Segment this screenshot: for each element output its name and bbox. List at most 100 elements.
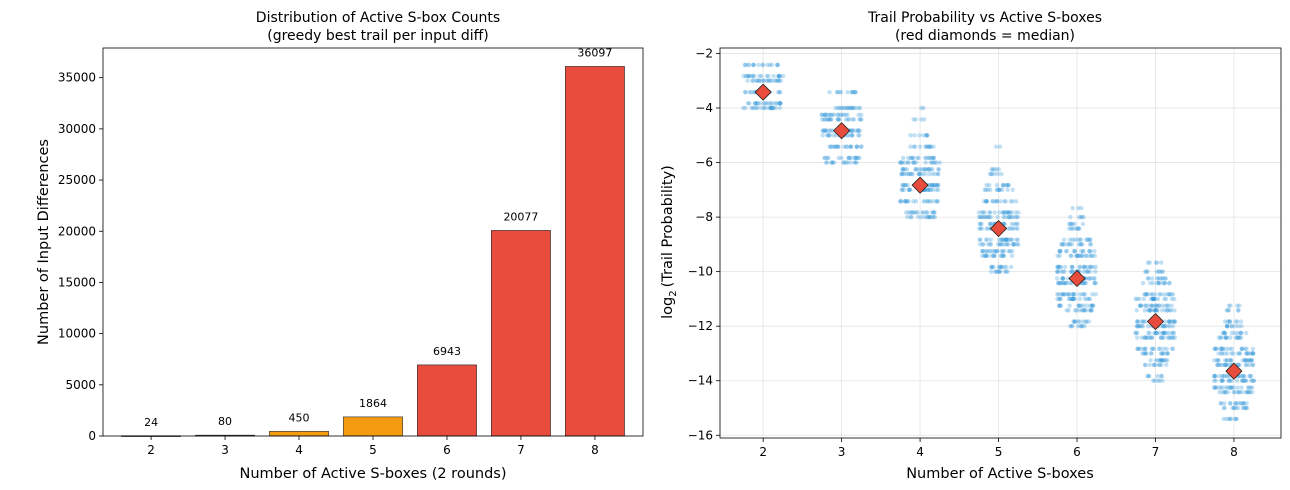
trail-point-6 [1079,323,1084,329]
trail-point-5 [987,171,993,177]
trail-point-7 [1161,323,1166,329]
trail-point-8 [1222,330,1227,336]
trail-point-5 [979,210,985,215]
trail-point-6 [1056,296,1062,302]
trail-point-6 [1086,296,1092,302]
trail-point-6 [1055,292,1060,297]
trail-point-5 [985,187,991,193]
trail-point-7 [1160,358,1165,363]
trail-point-8 [1220,346,1225,352]
trail-point-7 [1161,323,1166,329]
trail-point-2 [769,78,774,83]
trail-point-6 [1070,205,1075,211]
bar-value-label-4: 450 [289,411,310,424]
trail-point-5 [997,187,1002,193]
trail-point-4 [931,155,937,161]
trail-point-6 [1081,280,1087,286]
trail-point-2 [770,105,775,111]
trail-point-5 [995,171,1001,177]
trail-point-7 [1135,296,1140,302]
trail-point-3 [826,133,832,138]
trail-point-4 [929,210,934,215]
trail-point-7 [1134,308,1139,313]
trail-point-6 [1066,242,1071,247]
trail-point-6 [1058,248,1063,254]
trail-point-6 [1072,292,1077,297]
trail-point-2 [778,101,783,106]
trail-point-4 [936,171,941,177]
trail-point-6 [1069,226,1074,231]
left-chart-subtitle: (greedy best trail per input diff) [267,28,488,44]
trail-point-2 [744,73,749,79]
trail-point-6 [1074,253,1080,259]
trail-point-8 [1244,389,1249,395]
trail-point-6 [1082,308,1088,313]
trail-point-7 [1169,303,1174,308]
trail-point-7 [1172,319,1178,324]
trail-point-7 [1153,292,1158,297]
trail-point-4 [921,133,926,138]
trail-point-8 [1225,319,1230,324]
trail-point-7 [1146,330,1151,336]
trail-point-7 [1157,292,1162,297]
trail-point-4 [908,155,914,161]
trail-point-3 [838,112,844,118]
trail-point-3 [831,133,836,138]
trail-point-5 [990,253,995,259]
median-diamond-2 [754,83,772,101]
trail-point-5 [1005,269,1010,274]
trail-point-8 [1236,308,1241,313]
trail-point-8 [1216,362,1221,368]
trail-point-3 [859,117,864,122]
trail-point-3 [824,133,830,138]
trail-point-3 [833,105,838,111]
trail-point-5 [999,242,1004,247]
trail-point-7 [1162,323,1168,329]
trail-point-3 [841,144,847,149]
trail-point-5 [1001,182,1007,188]
trail-point-2 [754,78,760,83]
trail-point-7 [1149,303,1154,308]
trail-point-7 [1158,358,1163,363]
trail-point-5 [977,221,982,227]
trail-point-6 [1069,269,1074,274]
trail-point-3 [841,160,846,165]
trail-point-8 [1237,362,1242,368]
trail-point-5 [980,253,985,259]
trail-point-2 [761,78,766,83]
trail-point-7 [1146,276,1151,281]
trail-point-2 [747,89,752,95]
trail-point-6 [1058,248,1063,254]
trail-point-2 [777,89,782,95]
trail-point-4 [911,155,916,161]
trail-point-3 [824,128,830,133]
trail-point-5 [984,253,989,259]
trail-point-8 [1220,373,1225,379]
trail-point-8 [1219,362,1225,368]
trail-point-8 [1240,389,1245,395]
trail-point-6 [1081,269,1086,274]
trail-point-6 [1077,319,1082,324]
trail-point-5 [984,199,989,204]
trail-point-3 [837,117,843,122]
trail-point-8 [1212,346,1217,352]
trail-point-6 [1083,319,1088,324]
trail-point-8 [1241,373,1247,379]
trail-point-5 [1000,182,1005,188]
trail-point-7 [1157,362,1162,368]
trail-point-3 [857,133,862,138]
trail-point-6 [1088,264,1093,270]
trail-point-5 [979,221,984,227]
trail-point-7 [1151,296,1156,302]
y-tick-label-5000: 5000 [65,378,96,392]
trail-point-2 [772,78,778,83]
trail-point-8 [1226,308,1232,313]
trail-point-5 [992,167,997,172]
trail-point-7 [1137,323,1142,329]
trail-point-7 [1142,292,1148,297]
trail-point-3 [839,155,844,161]
trail-point-3 [846,155,852,161]
trail-point-5 [981,214,987,220]
trail-point-6 [1087,303,1093,308]
trail-point-2 [743,89,748,95]
